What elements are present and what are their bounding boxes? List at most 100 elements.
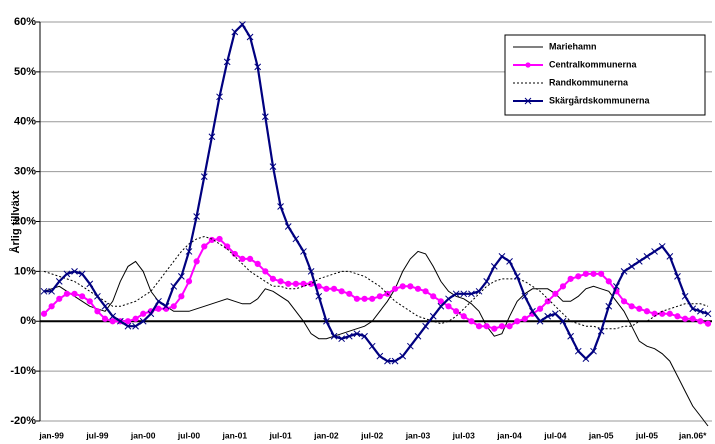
marker	[201, 243, 208, 250]
marker	[40, 310, 48, 317]
y-tick-label: 0%	[20, 315, 36, 327]
marker	[246, 33, 254, 41]
marker	[277, 278, 284, 285]
marker	[491, 325, 498, 332]
marker	[48, 287, 55, 295]
marker	[361, 295, 368, 302]
marker	[590, 347, 597, 355]
marker	[208, 236, 216, 244]
marker	[185, 278, 193, 285]
x-tick-label: jan.06*	[678, 430, 707, 440]
series-line	[43, 237, 709, 330]
marker	[101, 302, 109, 310]
marker	[216, 235, 223, 243]
marker	[361, 332, 368, 340]
marker	[635, 258, 643, 265]
marker	[132, 322, 139, 330]
marker	[468, 318, 475, 325]
marker	[697, 318, 704, 325]
marker	[170, 303, 177, 310]
marker	[124, 322, 132, 330]
marker	[56, 295, 63, 302]
x-tick-label: jul-00	[177, 430, 200, 440]
marker	[345, 332, 353, 340]
marker	[300, 280, 307, 287]
marker	[575, 273, 582, 280]
marker	[453, 308, 460, 315]
marker	[254, 260, 261, 267]
marker	[536, 317, 544, 325]
marker	[338, 288, 345, 295]
marker	[674, 313, 681, 320]
marker	[224, 243, 231, 250]
marker	[239, 21, 246, 28]
marker	[323, 285, 330, 292]
x-tick-label: jan-03	[405, 430, 431, 440]
x-tick-label: jul-01	[268, 430, 291, 440]
marker	[689, 305, 697, 313]
marker	[521, 315, 528, 322]
x-tick-label: jul-04	[543, 430, 566, 440]
marker	[498, 323, 506, 330]
marker	[132, 315, 139, 322]
series-line	[43, 250, 709, 427]
x-tick-label: jan-01	[222, 430, 248, 440]
marker	[582, 270, 589, 277]
marker	[86, 280, 94, 288]
marker	[40, 287, 48, 295]
marker	[315, 292, 323, 300]
marker	[63, 290, 70, 297]
marker	[674, 273, 681, 280]
marker	[86, 298, 93, 305]
marker	[139, 317, 147, 325]
marker	[536, 305, 544, 312]
marker	[521, 292, 529, 300]
marker	[269, 275, 277, 282]
marker	[55, 277, 63, 285]
marker	[636, 305, 643, 312]
marker	[468, 290, 475, 298]
marker	[422, 322, 429, 330]
marker	[407, 283, 414, 290]
x-tick-label: jan-00	[130, 430, 156, 440]
marker	[300, 248, 307, 255]
x-tick-label: jan-02	[313, 430, 339, 440]
marker	[48, 303, 55, 310]
marker	[308, 280, 315, 287]
marker	[208, 133, 216, 141]
y-tick-label: -10%	[10, 365, 36, 377]
marker	[651, 248, 658, 255]
y-tick-label: 50%	[14, 66, 36, 78]
marker	[582, 355, 590, 363]
legend-marker	[524, 97, 532, 105]
marker	[94, 308, 101, 315]
marker	[460, 290, 468, 298]
marker	[78, 270, 86, 278]
marker	[666, 310, 673, 317]
marker	[178, 293, 185, 300]
legend-label: Mariehamn	[549, 41, 597, 51]
marker	[101, 315, 109, 322]
marker	[338, 335, 346, 343]
marker	[590, 270, 597, 277]
marker	[368, 342, 376, 350]
marker	[452, 290, 460, 298]
marker	[682, 315, 689, 322]
legend-label: Centralkommunerna	[549, 59, 638, 69]
marker	[437, 298, 444, 305]
y-tick-label: -20%	[10, 415, 36, 427]
marker	[406, 342, 414, 350]
marker	[292, 280, 299, 287]
marker	[71, 268, 78, 275]
marker	[330, 285, 338, 292]
marker	[628, 263, 636, 270]
marker	[323, 317, 330, 325]
marker	[246, 255, 254, 263]
marker	[697, 307, 704, 315]
x-tick-label: jul-02	[360, 430, 383, 440]
marker	[605, 302, 613, 310]
marker	[109, 312, 117, 320]
y-tick-label: 60%	[14, 16, 36, 28]
marker	[155, 305, 162, 312]
